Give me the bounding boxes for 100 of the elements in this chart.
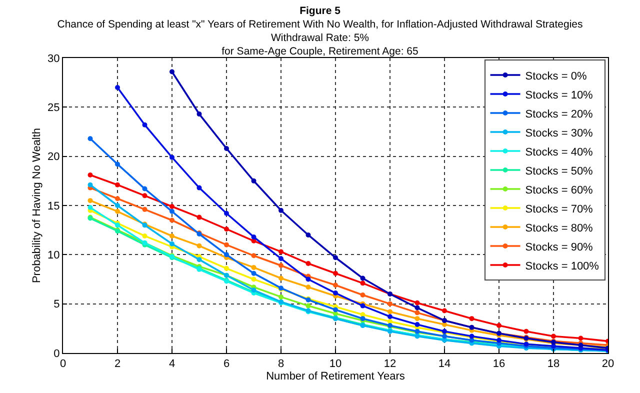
- point: [196, 112, 202, 117]
- x-tick-label: 6: [223, 358, 230, 370]
- legend-label: Stocks = 90%: [525, 241, 594, 254]
- point: [115, 203, 120, 208]
- point: [170, 241, 174, 246]
- point: [142, 233, 148, 238]
- point: [333, 270, 338, 276]
- point: [333, 255, 338, 260]
- point: [251, 264, 256, 270]
- y-tick-label: 5: [54, 298, 60, 311]
- point: [278, 208, 284, 213]
- x-tick-label: 8: [278, 358, 284, 370]
- y-tick-label: 30: [48, 52, 60, 65]
- point: [414, 300, 420, 306]
- point: [306, 232, 311, 238]
- point: [333, 282, 338, 288]
- point: [388, 314, 392, 320]
- point: [88, 182, 93, 188]
- point: [414, 322, 420, 327]
- x-tick-label: 10: [329, 358, 342, 370]
- y-tick-label: 25: [48, 102, 60, 114]
- point: [88, 136, 93, 142]
- point: [196, 257, 202, 262]
- point: [224, 242, 229, 248]
- point: [224, 146, 229, 151]
- point: [251, 234, 256, 240]
- point: [196, 185, 202, 190]
- legend-label: Stocks = 60%: [525, 184, 594, 196]
- point: [170, 154, 174, 160]
- point: [115, 182, 120, 188]
- x-tick-label: 18: [547, 358, 560, 370]
- point: [115, 208, 120, 214]
- point: [170, 204, 174, 209]
- point: [224, 210, 229, 216]
- x-tick-label: 14: [438, 358, 451, 370]
- point: [142, 122, 148, 128]
- x-tick-label: 12: [384, 358, 396, 370]
- x-tick-label: 4: [168, 358, 176, 370]
- legend-label: Stocks = 40%: [525, 146, 594, 158]
- point: [142, 206, 148, 212]
- legend-label: Stocks = 20%: [525, 108, 594, 120]
- y-tick-label: 0: [54, 348, 60, 360]
- y-tick-label: 20: [48, 151, 60, 164]
- x-tick-label: 20: [602, 358, 614, 370]
- point: [115, 196, 120, 202]
- point: [333, 307, 338, 312]
- point: [196, 243, 202, 248]
- legend-label: Stocks = 30%: [525, 127, 594, 140]
- point: [388, 301, 392, 306]
- point: [88, 172, 93, 178]
- point: [251, 178, 256, 184]
- legend-label: Stocks = 70%: [525, 203, 594, 216]
- legend-label: Stocks = 100%: [525, 260, 600, 272]
- x-tick-label: 2: [114, 358, 121, 370]
- point: [224, 266, 229, 271]
- point: [388, 309, 392, 314]
- point: [360, 292, 366, 298]
- point: [306, 284, 311, 290]
- x-axis-title: Number of Retirement Years: [266, 370, 406, 382]
- point: [278, 294, 284, 300]
- point: [170, 208, 174, 214]
- point: [469, 316, 474, 322]
- point: [414, 316, 420, 322]
- y-axis-title: Probability of Having No Wealth: [31, 128, 44, 284]
- point: [170, 233, 174, 238]
- point: [306, 276, 311, 282]
- point: [278, 256, 284, 262]
- point: [524, 328, 529, 334]
- point: [115, 162, 120, 167]
- point: [251, 276, 256, 282]
- point: [306, 261, 311, 266]
- point: [551, 334, 556, 339]
- legend-label: Stocks = 50%: [525, 165, 594, 178]
- chart-title: Figure 5: [300, 4, 341, 17]
- legend-label: Stocks = 0%: [525, 70, 587, 82]
- x-tick-label: 16: [492, 358, 506, 370]
- point: [224, 226, 229, 232]
- point: [414, 305, 420, 310]
- point: [224, 252, 229, 258]
- point: [333, 290, 338, 296]
- point: [278, 276, 284, 281]
- point: [142, 186, 148, 192]
- y-tick-label: 15: [48, 200, 60, 212]
- point: [88, 204, 93, 210]
- point: [578, 336, 584, 341]
- y-tick-label: 10: [48, 250, 60, 262]
- point: [278, 262, 284, 268]
- point: [278, 249, 284, 254]
- point: [142, 193, 148, 198]
- point: [170, 218, 174, 223]
- point: [360, 276, 366, 281]
- point: [414, 310, 420, 316]
- point: [170, 69, 174, 74]
- point: [251, 253, 256, 258]
- point: [115, 85, 120, 90]
- legend-label: Stocks = 10%: [525, 89, 594, 102]
- legend-label: Stocks = 80%: [525, 222, 594, 234]
- point: [360, 280, 366, 286]
- point: [196, 214, 202, 220]
- point: [251, 270, 256, 276]
